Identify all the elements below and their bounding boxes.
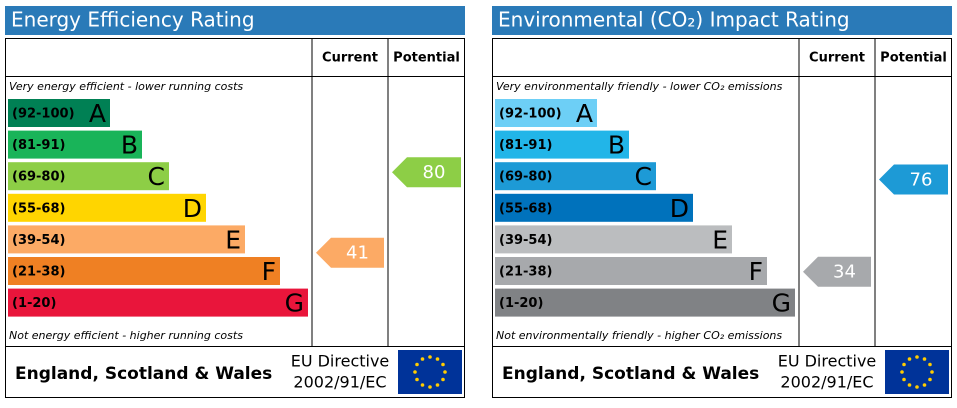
- band: [8, 193, 206, 222]
- region: England, Scotland & Wales: [502, 364, 759, 384]
- flag-star: [415, 362, 419, 367]
- band-letter: G: [772, 289, 791, 318]
- band: [495, 193, 693, 222]
- panel-title: Energy Efficiency Rating: [11, 8, 255, 32]
- band: [8, 130, 142, 159]
- band: [495, 162, 656, 191]
- flag-star: [420, 383, 425, 387]
- band-letter: C: [148, 162, 165, 191]
- band-range: (1-20): [12, 296, 56, 311]
- flag-star: [902, 377, 906, 382]
- band-range: (92-100): [499, 107, 562, 122]
- flag-star: [902, 362, 906, 367]
- band-range: (21-38): [12, 265, 65, 280]
- band: [8, 225, 245, 254]
- top-note: Very environmentally friendly - lower CO…: [496, 80, 783, 93]
- column-header: Potential: [880, 51, 947, 66]
- rating-value: 80: [423, 162, 446, 183]
- flag-star: [428, 385, 432, 389]
- band-range: (55-68): [12, 201, 65, 216]
- flag-star: [413, 370, 417, 374]
- band-range: (81-91): [499, 138, 552, 153]
- region: England, Scotland & Wales: [15, 364, 272, 384]
- flag-star: [922, 357, 927, 361]
- band-letter: A: [89, 99, 106, 128]
- band-range: (39-54): [499, 233, 552, 248]
- column-header: Current: [809, 51, 865, 66]
- band-range: (69-80): [12, 170, 65, 185]
- band-range: (55-68): [499, 201, 552, 216]
- flag-star: [415, 377, 419, 382]
- flag-star: [443, 370, 447, 374]
- flag-star: [915, 355, 919, 359]
- band: [495, 99, 597, 127]
- band-letter: G: [285, 289, 304, 318]
- directive: EU Directive: [778, 352, 877, 371]
- band-letter: D: [670, 194, 689, 223]
- rating-arrow: [316, 237, 384, 268]
- flag-star: [930, 370, 934, 374]
- band-letter: F: [749, 257, 763, 286]
- band: [8, 288, 308, 317]
- band: [495, 288, 795, 317]
- rating-value: 41: [346, 243, 369, 264]
- flag-star: [441, 362, 445, 367]
- flag-star: [928, 377, 932, 382]
- flag-star: [907, 357, 912, 361]
- band-range: (81-91): [12, 138, 65, 153]
- rating-arrow: [392, 157, 461, 188]
- flag-star: [928, 362, 932, 367]
- band-range: (21-38): [499, 265, 552, 280]
- rating-panel: Energy Efficiency Rating Current Potential…: [5, 6, 465, 398]
- band-letter: B: [608, 131, 625, 160]
- frame: [5, 38, 465, 398]
- top-note: Very energy efficient - lower running co…: [9, 80, 243, 93]
- band: [495, 225, 732, 254]
- band-letter: C: [635, 162, 652, 191]
- band-letter: A: [576, 99, 593, 128]
- band: [495, 130, 629, 159]
- band-letter: B: [121, 131, 138, 160]
- flag-star: [420, 357, 425, 361]
- flag-star: [435, 383, 440, 387]
- directive: 2002/91/EC: [780, 373, 873, 392]
- bottom-note: Not environmentally friendly - higher CO…: [496, 329, 782, 342]
- band: [495, 257, 767, 285]
- band: [8, 99, 110, 127]
- frame: [492, 38, 952, 398]
- rating-value: 76: [910, 169, 933, 190]
- flag-star: [441, 377, 445, 382]
- flag-star: [900, 370, 904, 374]
- rating-panel: Environmental (CO₂) Impact Rating Current…: [492, 6, 952, 398]
- title-bar: [5, 6, 465, 35]
- rating-arrow: [803, 256, 871, 287]
- band-letter: D: [183, 194, 202, 223]
- title-bar: [492, 6, 952, 35]
- flag-star: [428, 355, 432, 359]
- band-letter: F: [262, 257, 276, 286]
- directive: 2002/91/EC: [293, 373, 386, 392]
- bottom-note: Not energy efficient - higher running co…: [9, 329, 243, 342]
- band-letter: E: [225, 225, 241, 254]
- rating-arrow: [879, 164, 948, 195]
- band-letter: E: [712, 225, 728, 254]
- band-range: (69-80): [499, 170, 552, 185]
- rating-value: 34: [833, 262, 856, 283]
- flag-star: [915, 385, 919, 389]
- flag-star: [922, 383, 927, 387]
- band-range: (39-54): [12, 233, 65, 248]
- band: [8, 257, 280, 285]
- flag-star: [907, 383, 912, 387]
- band-range: (1-20): [499, 296, 543, 311]
- band-range: (92-100): [12, 107, 75, 122]
- column-header: Current: [322, 51, 378, 66]
- directive: EU Directive: [291, 352, 390, 371]
- flag-star: [435, 357, 440, 361]
- column-header: Potential: [393, 51, 460, 66]
- band: [8, 162, 169, 191]
- panel-title: Environmental (CO₂) Impact Rating: [498, 8, 850, 32]
